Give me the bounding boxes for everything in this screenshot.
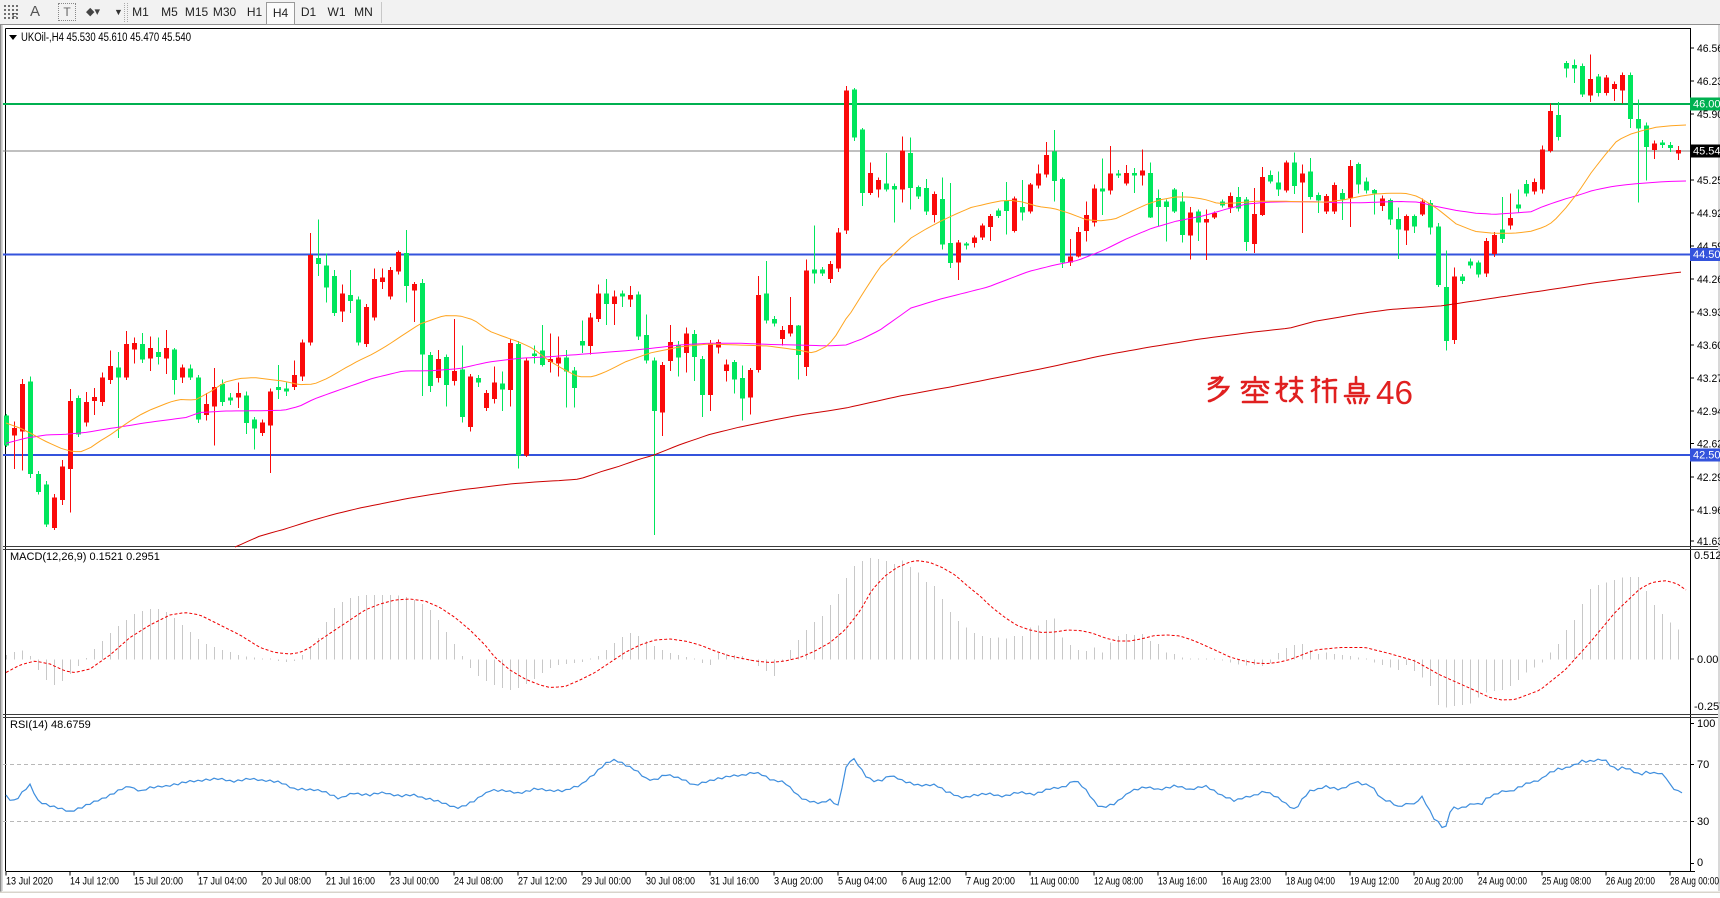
svg-text:43.27: 43.27	[1697, 373, 1720, 385]
svg-text:7 Aug 20:00: 7 Aug 20:00	[966, 876, 1015, 888]
svg-text:14 Jul 12:00: 14 Jul 12:00	[70, 876, 119, 888]
svg-text:5 Aug 04:00: 5 Aug 04:00	[838, 876, 887, 888]
svg-text:-0.2575: -0.2575	[1694, 701, 1720, 713]
svg-text:25 Aug 08:00: 25 Aug 08:00	[1542, 876, 1591, 888]
svg-text:17 Jul 04:00: 17 Jul 04:00	[198, 876, 247, 888]
svg-text:27 Jul 12:00: 27 Jul 12:00	[518, 876, 567, 888]
svg-text:44.92: 44.92	[1697, 208, 1720, 220]
svg-text:45.90: 45.90	[1697, 109, 1720, 121]
svg-text:29 Jul 00:00: 29 Jul 00:00	[582, 876, 631, 888]
svg-text:20 Aug 20:00: 20 Aug 20:00	[1414, 876, 1463, 888]
svg-text:45.25: 45.25	[1697, 175, 1720, 187]
svg-text:0.00: 0.00	[1697, 654, 1718, 666]
svg-text:3 Aug 20:00: 3 Aug 20:00	[774, 876, 823, 888]
svg-text:42.94: 42.94	[1697, 406, 1720, 418]
svg-text:13 Jul 2020: 13 Jul 2020	[6, 876, 53, 888]
svg-text:30: 30	[1697, 816, 1709, 828]
svg-text:MACD(12,26,9) 0.1521 0.2951: MACD(12,26,9) 0.1521 0.2951	[10, 551, 160, 563]
svg-text:0: 0	[1697, 857, 1703, 869]
svg-text:46.23: 46.23	[1697, 76, 1720, 88]
svg-text:44.26: 44.26	[1697, 274, 1720, 286]
svg-text:100: 100	[1697, 718, 1715, 730]
svg-text:26 Aug 20:00: 26 Aug 20:00	[1606, 876, 1655, 888]
svg-text:46.00: 46.00	[1693, 99, 1720, 111]
svg-text:31 Jul 16:00: 31 Jul 16:00	[710, 876, 759, 888]
svg-text:28 Aug 00:00: 28 Aug 00:00	[1670, 876, 1719, 888]
svg-text:12 Aug 08:00: 12 Aug 08:00	[1094, 876, 1143, 888]
svg-text:18 Aug 04:00: 18 Aug 04:00	[1286, 876, 1335, 888]
svg-text:41.96: 41.96	[1697, 505, 1720, 517]
svg-text:43.93: 43.93	[1697, 307, 1720, 319]
svg-text:20 Jul 08:00: 20 Jul 08:00	[262, 876, 311, 888]
svg-text:24 Jul 08:00: 24 Jul 08:00	[454, 876, 503, 888]
svg-text:19 Aug 12:00: 19 Aug 12:00	[1350, 876, 1399, 888]
svg-text:41.63: 41.63	[1697, 536, 1720, 548]
svg-text:46: 46	[1376, 374, 1413, 411]
svg-text:42.62: 42.62	[1697, 439, 1720, 451]
svg-text:42.50: 42.50	[1693, 450, 1720, 462]
svg-text:43.60: 43.60	[1697, 340, 1720, 352]
svg-text:30 Jul 08:00: 30 Jul 08:00	[646, 876, 695, 888]
svg-text:42.29: 42.29	[1697, 472, 1720, 484]
svg-text:46.56: 46.56	[1697, 43, 1720, 55]
svg-text:21 Jul 16:00: 21 Jul 16:00	[326, 876, 375, 888]
svg-text:23 Jul 00:00: 23 Jul 00:00	[390, 876, 439, 888]
svg-text:24 Aug 00:00: 24 Aug 00:00	[1478, 876, 1527, 888]
svg-text:UKOil-,H4 45.530 45.610 45.47: UKOil-,H4 45.530 45.610 45.470 45.540	[21, 32, 191, 44]
svg-text:15 Jul 20:00: 15 Jul 20:00	[134, 876, 183, 888]
svg-text:45.54: 45.54	[1693, 146, 1720, 158]
svg-text:0.5123: 0.5123	[1694, 550, 1720, 562]
svg-text:13 Aug 16:00: 13 Aug 16:00	[1158, 876, 1207, 888]
svg-text:16 Aug 23:00: 16 Aug 23:00	[1222, 876, 1271, 888]
svg-text:11 Aug 00:00: 11 Aug 00:00	[1030, 876, 1079, 888]
svg-text:6 Aug 12:00: 6 Aug 12:00	[902, 876, 951, 888]
svg-text:RSI(14) 48.6759: RSI(14) 48.6759	[10, 719, 91, 731]
svg-text:70: 70	[1697, 759, 1709, 771]
svg-text:44.50: 44.50	[1693, 249, 1720, 261]
